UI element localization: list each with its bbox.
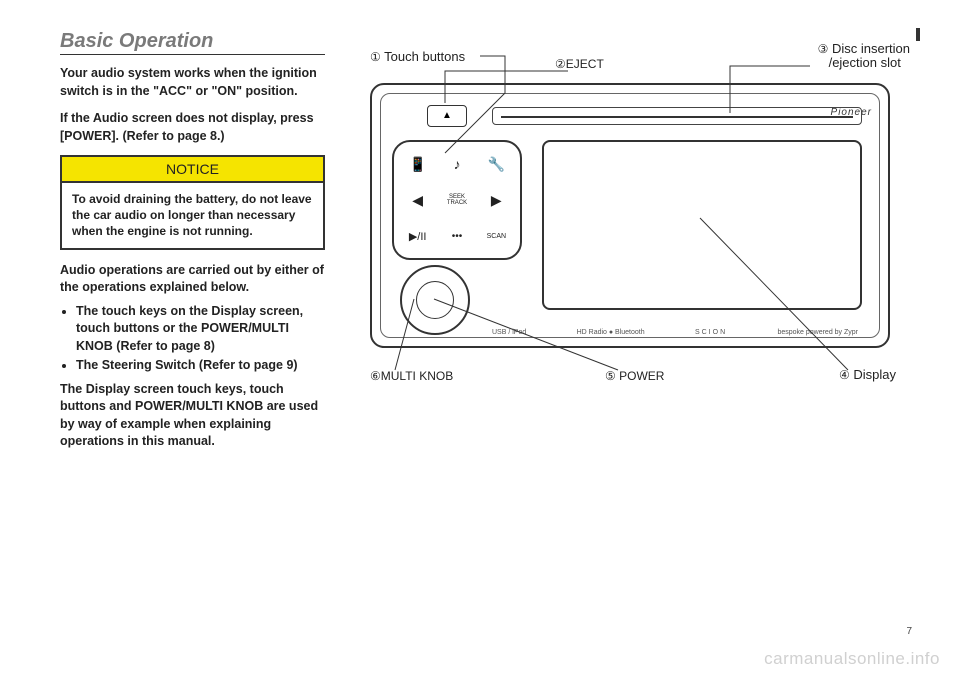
label-touch-buttons: ① Touch buttons bbox=[370, 50, 465, 64]
circled-2: ② bbox=[555, 57, 566, 71]
notice-body: To avoid draining the battery, do not le… bbox=[62, 183, 323, 248]
touch-buttons-panel: 📱 ♪ 🔧 ◀ SEEK TRACK ▶ ▶/II ••• SCAN bbox=[392, 140, 522, 260]
device-diagram: ① Touch buttons ②EJECT ③ Disc insertion … bbox=[350, 38, 910, 418]
bespoke-label: bespoke powered by Zypr bbox=[777, 329, 858, 336]
label-disc-slot-l1: Disc insertion bbox=[832, 41, 910, 56]
label-multi-knob-text: MULTI KNOB bbox=[381, 369, 453, 383]
play-pause-icon: ▶/II bbox=[400, 220, 435, 252]
label-disc-slot: ③ Disc insertion /ejection slot bbox=[818, 42, 910, 71]
paragraph-last: The Display screen touch keys, touch but… bbox=[60, 381, 325, 451]
dots-icon: ••• bbox=[439, 220, 474, 252]
label-touch-buttons-text: Touch buttons bbox=[384, 49, 465, 64]
bullet-list: The touch keys on the Display screen, to… bbox=[60, 303, 325, 375]
label-power-text: POWER bbox=[619, 369, 664, 383]
disc-slot bbox=[492, 107, 862, 125]
circled-3: ③ bbox=[818, 42, 829, 56]
section-title: Basic Operation bbox=[60, 30, 325, 55]
circled-1: ① bbox=[370, 50, 381, 64]
music-icon: ♪ bbox=[439, 148, 474, 180]
circled-4: ④ bbox=[839, 368, 850, 382]
multi-knob-inner bbox=[416, 281, 454, 319]
label-eject: ②EJECT bbox=[555, 58, 604, 71]
label-multi-knob: ⑥MULTI KNOB bbox=[370, 370, 453, 383]
bullet-item: The Steering Switch (Refer to page 9) bbox=[76, 357, 325, 375]
hdradio-bt-label: HD Radio ● Bluetooth bbox=[577, 329, 645, 336]
usb-ipod-label: USB / iPod bbox=[492, 329, 526, 336]
intro-paragraph-1: Your audio system works when the ignitio… bbox=[60, 65, 325, 100]
circled-6: ⑥ bbox=[370, 369, 381, 383]
label-display: ④ Display bbox=[839, 368, 896, 382]
paragraph-after-notice: Audio operations are carried out by eith… bbox=[60, 262, 325, 297]
circled-5: ⑤ bbox=[605, 369, 616, 383]
disc-slot-line bbox=[501, 116, 853, 118]
intro-paragraph-2: If the Audio screen does not display, pr… bbox=[60, 110, 325, 145]
bottom-logo-row: USB / iPod HD Radio ● Bluetooth SCION be… bbox=[492, 329, 858, 336]
right-arrow-icon: ▶ bbox=[479, 184, 514, 216]
multi-knob bbox=[400, 265, 470, 335]
scion-logo: SCION bbox=[695, 329, 727, 336]
label-power: ⑤ POWER bbox=[605, 370, 664, 383]
head-unit-outline: Pioneer ▲ 📱 ♪ 🔧 ◀ SEEK TRACK ▶ ▶/II ••• … bbox=[370, 83, 890, 348]
notice-header: NOTICE bbox=[62, 157, 323, 183]
label-eject-text: EJECT bbox=[566, 57, 604, 71]
watermark: carmanualsonline.info bbox=[764, 649, 940, 669]
notice-box: NOTICE To avoid draining the battery, do… bbox=[60, 155, 325, 250]
label-disc-slot-l2: /ejection slot bbox=[829, 55, 901, 70]
label-display-text: Display bbox=[853, 367, 896, 382]
wrench-icon: 🔧 bbox=[479, 148, 514, 180]
corner-bar bbox=[916, 28, 920, 41]
eject-button: ▲ bbox=[427, 105, 467, 127]
left-arrow-icon: ◀ bbox=[400, 184, 435, 216]
bullet-item: The touch keys on the Display screen, to… bbox=[76, 303, 325, 356]
display-screen bbox=[542, 140, 862, 310]
phone-icon: 📱 bbox=[400, 148, 435, 180]
seek-track-label: SEEK TRACK bbox=[439, 184, 474, 216]
page-number: 7 bbox=[906, 626, 912, 637]
scan-icon: SCAN bbox=[479, 220, 514, 252]
